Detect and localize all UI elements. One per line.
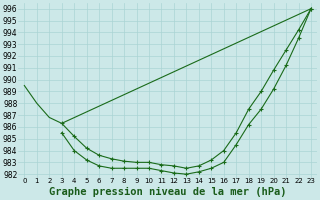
X-axis label: Graphe pression niveau de la mer (hPa): Graphe pression niveau de la mer (hPa) bbox=[49, 187, 286, 197]
